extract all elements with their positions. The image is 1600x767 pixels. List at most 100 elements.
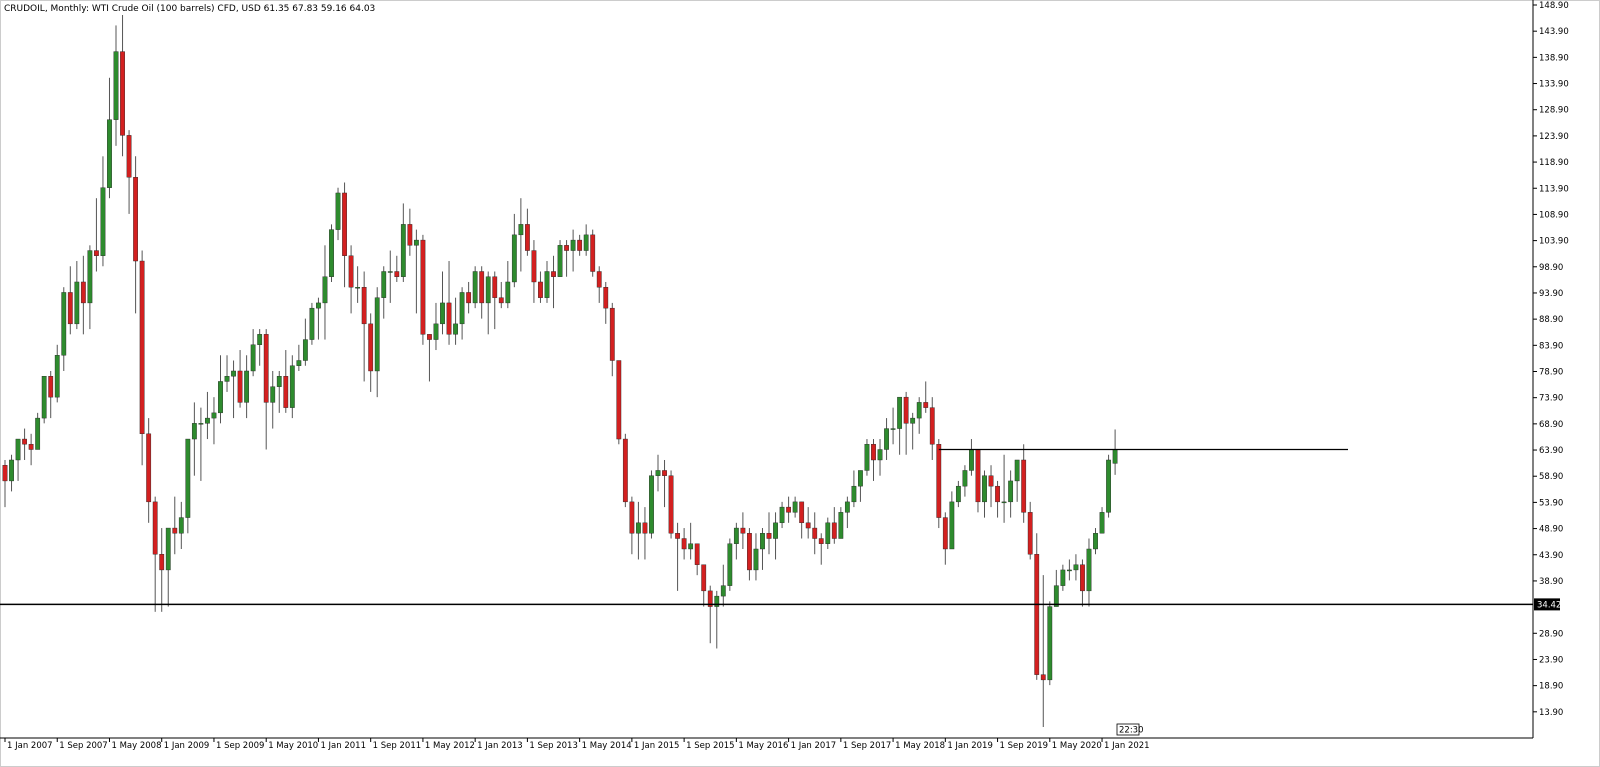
candle[interactable] [564, 240, 569, 277]
candle[interactable] [779, 501, 785, 529]
candle[interactable] [309, 302, 315, 345]
candle[interactable] [172, 496, 178, 555]
candle[interactable] [237, 350, 243, 408]
candle[interactable] [178, 501, 184, 549]
candle[interactable] [446, 261, 452, 345]
candle[interactable] [368, 313, 374, 392]
candle[interactable] [165, 527, 171, 607]
candle[interactable] [498, 281, 504, 309]
candle[interactable] [276, 370, 282, 413]
candle[interactable] [322, 245, 328, 340]
candle[interactable] [427, 334, 432, 382]
candle[interactable] [518, 198, 524, 272]
candle[interactable] [995, 480, 1000, 518]
candle[interactable] [701, 564, 707, 607]
candle[interactable] [159, 528, 165, 612]
candle[interactable] [152, 496, 158, 612]
candle[interactable] [80, 255, 86, 335]
candle[interactable] [15, 438, 21, 481]
candle[interactable] [35, 412, 41, 450]
candle[interactable] [668, 470, 674, 539]
candle[interactable] [982, 470, 987, 518]
candle[interactable] [871, 439, 876, 481]
candle[interactable] [511, 213, 517, 288]
candle[interactable] [133, 156, 138, 314]
candle[interactable] [296, 344, 302, 371]
candle[interactable] [48, 370, 54, 419]
candle[interactable] [694, 543, 700, 576]
candle[interactable] [453, 297, 458, 345]
candle[interactable] [348, 245, 354, 314]
candle[interactable] [760, 528, 765, 570]
candle[interactable] [413, 229, 419, 314]
candle[interactable] [466, 281, 472, 314]
candle[interactable] [923, 381, 929, 413]
candle[interactable] [577, 234, 583, 256]
candle[interactable] [714, 590, 720, 649]
candle[interactable] [355, 266, 361, 303]
candle[interactable] [459, 287, 465, 340]
candle[interactable] [707, 585, 713, 644]
candle[interactable] [1106, 454, 1111, 518]
candle[interactable] [864, 439, 870, 476]
candle[interactable] [609, 302, 615, 377]
candle[interactable] [929, 397, 935, 460]
candle[interactable] [28, 433, 34, 466]
candle[interactable] [544, 261, 550, 303]
candle[interactable] [361, 271, 367, 382]
candle[interactable] [211, 397, 217, 445]
candle[interactable] [61, 287, 67, 371]
candle[interactable] [1093, 528, 1098, 555]
candle[interactable] [538, 271, 543, 303]
candle[interactable] [1008, 470, 1014, 518]
candle[interactable] [596, 266, 602, 303]
candle[interactable] [551, 255, 556, 309]
candle[interactable] [590, 229, 596, 277]
candle[interactable] [440, 271, 445, 335]
candle[interactable] [329, 224, 334, 282]
candle[interactable] [812, 512, 818, 555]
candle[interactable] [420, 234, 426, 345]
candle[interactable] [22, 428, 27, 460]
candle[interactable] [1040, 575, 1046, 728]
candle[interactable] [100, 156, 106, 267]
candle[interactable] [54, 344, 60, 403]
candle[interactable] [825, 517, 831, 549]
candle[interactable] [655, 454, 661, 492]
candle[interactable] [224, 355, 230, 392]
candle[interactable] [531, 240, 537, 303]
candle[interactable] [890, 407, 896, 445]
candle[interactable] [727, 538, 733, 591]
candle[interactable] [94, 198, 99, 272]
candle[interactable] [198, 407, 204, 481]
candle[interactable] [2, 459, 8, 508]
candle[interactable] [603, 281, 609, 324]
candle[interactable] [74, 261, 80, 330]
candle[interactable] [949, 491, 955, 550]
candle[interactable] [1080, 559, 1085, 607]
candle[interactable] [316, 297, 321, 340]
candle[interactable] [936, 439, 942, 529]
candle[interactable] [753, 533, 759, 581]
candle[interactable] [492, 271, 498, 330]
candle[interactable] [858, 470, 863, 502]
candle[interactable] [257, 329, 263, 366]
plot-area[interactable] [2, 14, 1118, 728]
candle[interactable] [844, 496, 850, 529]
candle[interactable] [662, 459, 667, 508]
candle[interactable] [1053, 569, 1059, 607]
candle[interactable] [126, 130, 132, 214]
candle[interactable] [1021, 444, 1027, 523]
candle[interactable] [374, 287, 380, 398]
candle[interactable] [205, 391, 210, 440]
candle[interactable] [910, 412, 916, 450]
candle[interactable] [407, 208, 413, 256]
candle[interactable] [897, 396, 903, 455]
candle[interactable] [9, 454, 14, 492]
candle[interactable] [394, 255, 400, 282]
candle[interactable] [113, 25, 119, 146]
candle[interactable] [629, 496, 635, 555]
candle[interactable] [1047, 601, 1053, 686]
candle[interactable] [636, 501, 641, 560]
candle[interactable] [786, 496, 792, 523]
